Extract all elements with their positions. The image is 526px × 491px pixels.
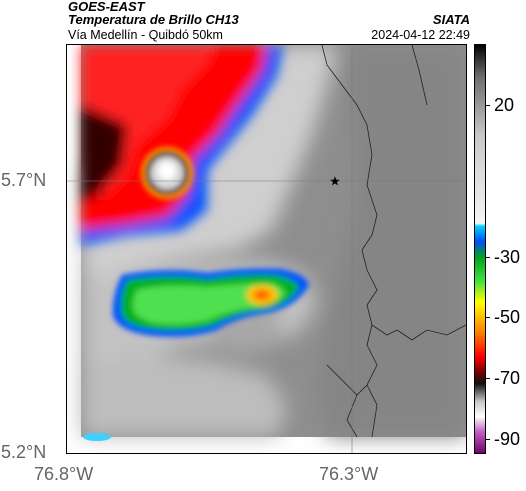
- colorbar-tick-label: -30: [494, 246, 521, 267]
- x-tick-label: 76.8°W: [34, 464, 94, 484]
- product-name: GOES-EAST: [68, 0, 145, 14]
- data-source: SIATA: [432, 12, 470, 27]
- timestamp: 2024-04-12 22:49: [371, 28, 470, 42]
- colorbar-tick: [486, 378, 490, 380]
- colorbar-tick-label: -90: [494, 428, 521, 449]
- y-tick-label: 5.7°N: [1, 170, 47, 190]
- colorbar-tick: [486, 317, 490, 319]
- map-title: Temperatura de Brillo CH13: [68, 12, 239, 27]
- map-subtitle: Vía Medellín - Quibdó 50km: [68, 28, 223, 42]
- colorbar-tick: [486, 438, 490, 440]
- colorbar-tick: [486, 104, 490, 106]
- colorbar-tick-label: 20: [494, 94, 515, 115]
- colorbar-tick-label: -50: [494, 307, 521, 328]
- convective-band: [112, 268, 309, 337]
- x-tick-label: 76.3°W: [319, 464, 379, 484]
- colorbar-tick: [486, 256, 490, 258]
- star-marker[interactable]: ★: [329, 174, 341, 189]
- satellite-map[interactable]: ★: [66, 44, 467, 454]
- satellite-field: [81, 45, 466, 441]
- colorbar: [474, 44, 486, 454]
- colorbar-tick-label: -70: [494, 368, 521, 389]
- cold-cloud-top: [81, 45, 282, 245]
- satellite-image: ★: [67, 45, 466, 453]
- gridlines: [67, 45, 466, 453]
- y-tick-label: 5.2°N: [1, 442, 47, 462]
